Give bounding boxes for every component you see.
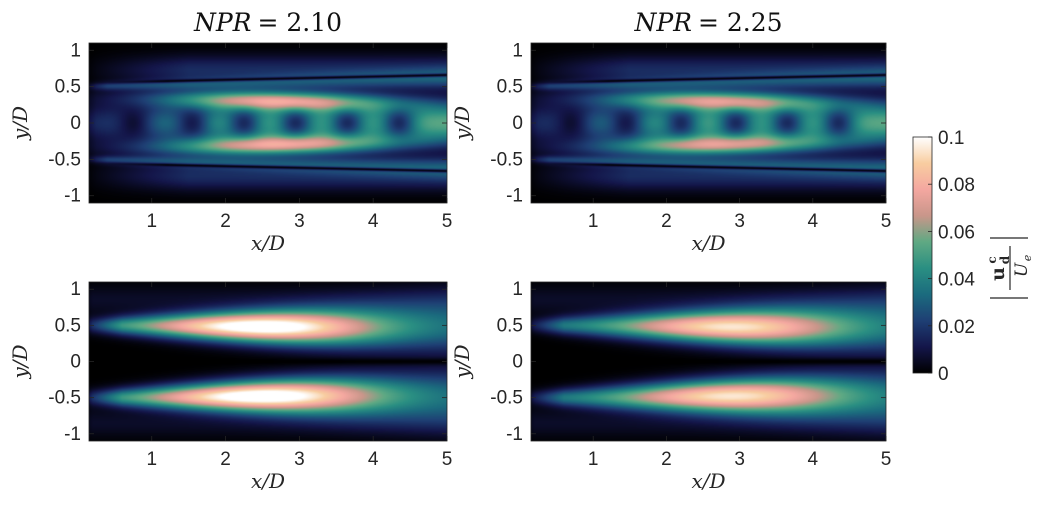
colorbar-tick-label: 0 <box>938 364 949 385</box>
panel-title-value: = 2.25 <box>698 8 783 37</box>
y-tick-label: 0.5 <box>497 77 523 98</box>
x-tick-label: 5 <box>881 449 892 470</box>
y-tick-label: -0.5 <box>490 388 523 409</box>
x-tick-label: 1 <box>146 449 157 470</box>
x-tick-label: 5 <box>442 211 453 232</box>
y-tick-label: -0.5 <box>48 149 81 170</box>
panel-npr-225-top: 1 2 3 4 5 1 0.5 0 -0.5 -1 x/D y/D NPR = 2.25 <box>450 8 891 255</box>
colorbar-label: uc dUe <box>985 237 1034 299</box>
x-tick-label: 4 <box>808 211 819 232</box>
x-tick-label: 1 <box>588 449 599 470</box>
x-axis-label: x/D <box>691 469 725 493</box>
x-tick-label: 2 <box>220 449 231 470</box>
fraction-denominator-subscript: e <box>1021 254 1034 261</box>
y-tick-label: 0.5 <box>497 315 523 336</box>
y-tick-label: -0.5 <box>48 388 81 409</box>
heatmap-image <box>531 282 886 441</box>
colorbar-tick-label: 0.04 <box>938 270 975 291</box>
panel-npr-210-top: 1 2 3 4 5 1 0.5 0 -0.5 -1 x/D y/D NPR = 2.10 <box>8 8 452 255</box>
x-tick-label: 2 <box>661 449 672 470</box>
x-tick-label: 3 <box>734 211 745 232</box>
x-tick-label: 5 <box>881 211 892 232</box>
y-tick-label: -1 <box>64 424 81 445</box>
colorbar: 0.1 0.08 0.06 0.04 0.02 0 uc dUe <box>912 128 1034 385</box>
x-tick-label: 4 <box>368 211 379 232</box>
y-axis-label: y/D <box>8 344 32 379</box>
heatmap-image <box>531 43 886 203</box>
colorbar-tick-label: 0.1 <box>938 128 964 149</box>
fraction-denominator: U <box>1012 262 1032 277</box>
y-tick-label: 0 <box>70 113 81 134</box>
x-tick-label: 1 <box>146 211 157 232</box>
y-tick-label: 1 <box>70 40 81 61</box>
fraction-superscript: c <box>985 256 999 263</box>
panel-title-symbol: NPR <box>633 8 692 37</box>
y-tick-label: 0 <box>512 352 523 373</box>
panel-title-value: = 2.10 <box>257 8 342 37</box>
panel-npr-210-bottom: 1 2 3 4 5 1 0.5 0 -0.5 -1 x/D y/D <box>8 279 452 493</box>
x-axis-label: x/D <box>251 469 285 493</box>
x-tick-label: 2 <box>661 211 672 232</box>
heatmap-image <box>89 43 447 203</box>
colorbar-tick-label: 0.06 <box>938 222 975 243</box>
y-tick-label: -1 <box>506 186 523 207</box>
y-tick-label: 1 <box>70 279 81 300</box>
fraction-numerator: u <box>987 267 1009 281</box>
y-tick-label: 0.5 <box>55 315 81 336</box>
x-tick-label: 5 <box>442 449 453 470</box>
y-tick-label: -1 <box>506 424 523 445</box>
y-tick-label: 0 <box>70 352 81 373</box>
y-tick-label: 1 <box>512 40 523 61</box>
y-tick-label: 0.5 <box>55 77 81 98</box>
x-axis-label: x/D <box>251 231 285 255</box>
x-tick-label: 1 <box>588 211 599 232</box>
y-tick-label: -1 <box>64 186 81 207</box>
y-axis-label: y/D <box>450 106 474 141</box>
y-axis-label: y/D <box>8 106 32 141</box>
x-tick-label: 4 <box>808 449 819 470</box>
panel-npr-225-bottom: 1 2 3 4 5 1 0.5 0 -0.5 -1 x/D y/D <box>450 279 891 493</box>
x-tick-label: 3 <box>294 211 305 232</box>
x-tick-label: 3 <box>294 449 305 470</box>
x-tick-label: 3 <box>734 449 745 470</box>
y-tick-label: -0.5 <box>490 149 523 170</box>
colorbar-bar <box>912 136 933 374</box>
colorbar-tick-label: 0.08 <box>938 175 975 196</box>
colorbar-tick-label: 0.02 <box>938 317 975 338</box>
x-tick-label: 2 <box>220 211 231 232</box>
x-axis-label: x/D <box>691 231 725 255</box>
y-tick-label: 0 <box>512 113 523 134</box>
y-tick-label: 1 <box>512 279 523 300</box>
panel-title: NPR = 2.10 <box>193 8 342 37</box>
heatmap-image <box>89 282 447 441</box>
fraction-subscript: d <box>998 255 1012 264</box>
y-axis-label: y/D <box>450 344 474 379</box>
x-tick-label: 4 <box>368 449 379 470</box>
panel-title: NPR = 2.25 <box>633 8 782 37</box>
panel-title-symbol: NPR <box>193 8 252 37</box>
